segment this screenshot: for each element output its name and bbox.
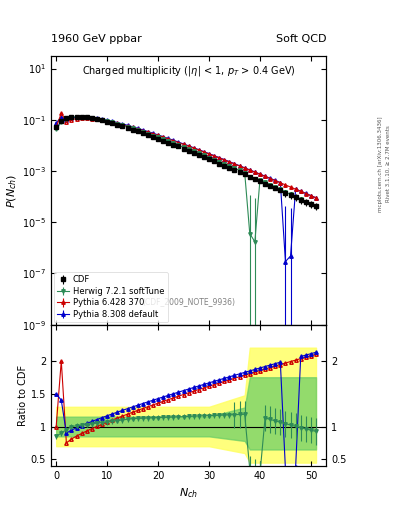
Text: mcplots.cern.ch [arXiv:1306.3436]: mcplots.cern.ch [arXiv:1306.3436] xyxy=(378,116,383,211)
Y-axis label: $P(N_{ch})$: $P(N_{ch})$ xyxy=(6,174,20,208)
Text: Rivet 3.1.10, ≥ 2.7M events: Rivet 3.1.10, ≥ 2.7M events xyxy=(386,125,391,202)
Text: Soft QCD: Soft QCD xyxy=(276,33,326,44)
Legend: CDF, Herwig 7.2.1 softTune, Pythia 6.428 370, Pythia 8.308 default: CDF, Herwig 7.2.1 softTune, Pythia 6.428… xyxy=(53,272,167,322)
Text: 1960 GeV ppbar: 1960 GeV ppbar xyxy=(51,33,142,44)
Y-axis label: Ratio to CDF: Ratio to CDF xyxy=(18,365,28,426)
Text: (CDF_2009_NOTE_9936): (CDF_2009_NOTE_9936) xyxy=(142,297,235,306)
Text: Charged multiplicity ($|\eta|$ < 1, $p_T$ > 0.4 GeV): Charged multiplicity ($|\eta|$ < 1, $p_T… xyxy=(82,65,296,78)
X-axis label: $N_{ch}$: $N_{ch}$ xyxy=(179,486,198,500)
